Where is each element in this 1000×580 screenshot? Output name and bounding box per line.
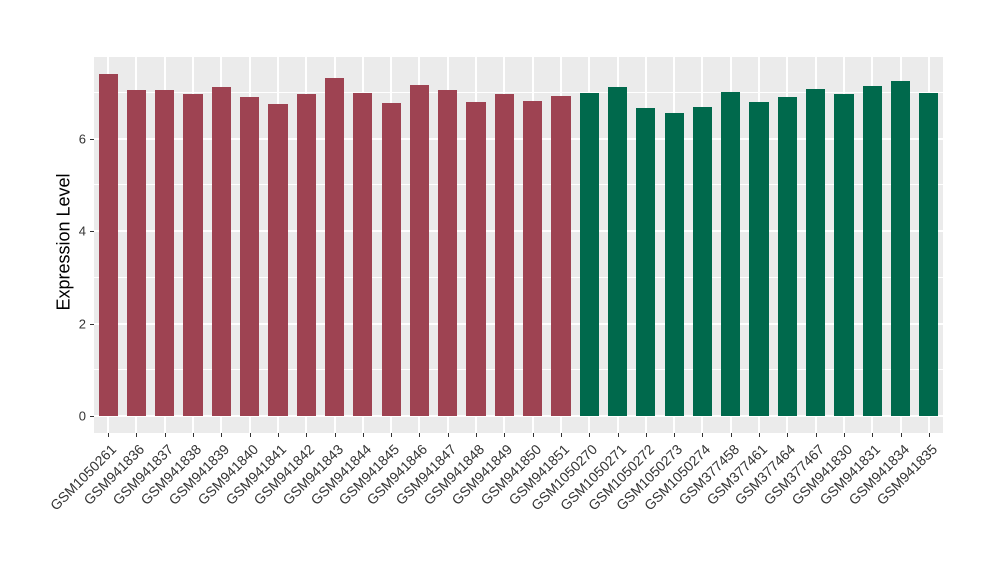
y-tick-label: 0: [78, 408, 86, 424]
x-tick-mark: [617, 433, 619, 437]
bar: [551, 95, 571, 416]
bar: [240, 97, 260, 416]
x-tick-mark: [391, 433, 393, 437]
x-tick-mark: [815, 433, 817, 437]
bar: [155, 89, 175, 416]
bar: [862, 85, 882, 416]
plot-panel: [94, 57, 943, 433]
y-tick-label: 4: [78, 223, 86, 239]
x-tick-mark: [532, 433, 534, 437]
bar: [721, 92, 741, 416]
bar: [834, 94, 854, 416]
bar: [806, 88, 826, 416]
y-tick-mark: [90, 323, 94, 325]
gridline-minor: [94, 369, 943, 371]
x-tick-mark: [277, 433, 279, 437]
x-tick-mark: [504, 433, 506, 437]
x-tick-mark: [928, 433, 930, 437]
y-tick-label: 6: [78, 131, 86, 147]
gridline-minor: [94, 276, 943, 278]
bar: [409, 85, 430, 416]
y-tick-mark: [90, 415, 94, 417]
bar: [607, 87, 628, 416]
bar: [353, 93, 373, 416]
x-tick-mark: [589, 433, 591, 437]
gridline-major: [94, 230, 943, 233]
bar: [438, 89, 458, 416]
gridline-minor: [94, 92, 943, 94]
bar: [183, 93, 203, 416]
bar: [636, 107, 656, 416]
x-tick-mark: [787, 433, 789, 437]
bar: [749, 102, 769, 416]
x-tick-mark: [759, 433, 761, 437]
x-tick-mark: [306, 433, 308, 437]
x-tick-mark: [476, 433, 478, 437]
y-tick-mark: [90, 231, 94, 233]
bar: [466, 101, 486, 416]
x-tick-mark: [221, 433, 223, 437]
bar: [98, 74, 118, 416]
bar: [919, 92, 939, 416]
y-tick-mark: [90, 138, 94, 140]
bar: [579, 93, 599, 416]
x-tick-mark: [702, 433, 704, 437]
x-tick-mark: [362, 433, 364, 437]
gridline-minor: [94, 184, 943, 186]
x-tick-mark: [900, 433, 902, 437]
x-tick-mark: [108, 433, 110, 437]
bar: [324, 77, 345, 416]
gridline-major: [94, 137, 943, 140]
bar: [494, 93, 514, 416]
bar: [381, 103, 401, 416]
x-tick-mark: [730, 433, 732, 437]
x-tick-mark: [193, 433, 195, 437]
bar: [211, 87, 231, 416]
bar: [523, 100, 543, 416]
x-tick-mark: [334, 433, 336, 437]
x-tick-mark: [560, 433, 562, 437]
gridline-major: [94, 322, 943, 325]
x-tick-mark: [872, 433, 874, 437]
bar: [664, 112, 684, 416]
gridline-major: [94, 414, 943, 417]
x-tick-mark: [164, 433, 166, 437]
x-tick-mark: [645, 433, 647, 437]
x-tick-mark: [249, 433, 251, 437]
y-axis-title: Expression Level: [53, 173, 74, 311]
y-tick-label: 2: [78, 316, 86, 332]
bar: [692, 106, 713, 416]
bar: [296, 93, 316, 416]
x-tick-mark: [843, 433, 845, 437]
bar: [890, 81, 911, 416]
x-tick-mark: [447, 433, 449, 437]
x-tick-mark: [419, 433, 421, 437]
bar: [268, 104, 288, 416]
x-tick-mark: [136, 433, 138, 437]
x-tick-mark: [674, 433, 676, 437]
bar: [777, 97, 797, 416]
bar: [126, 89, 147, 416]
